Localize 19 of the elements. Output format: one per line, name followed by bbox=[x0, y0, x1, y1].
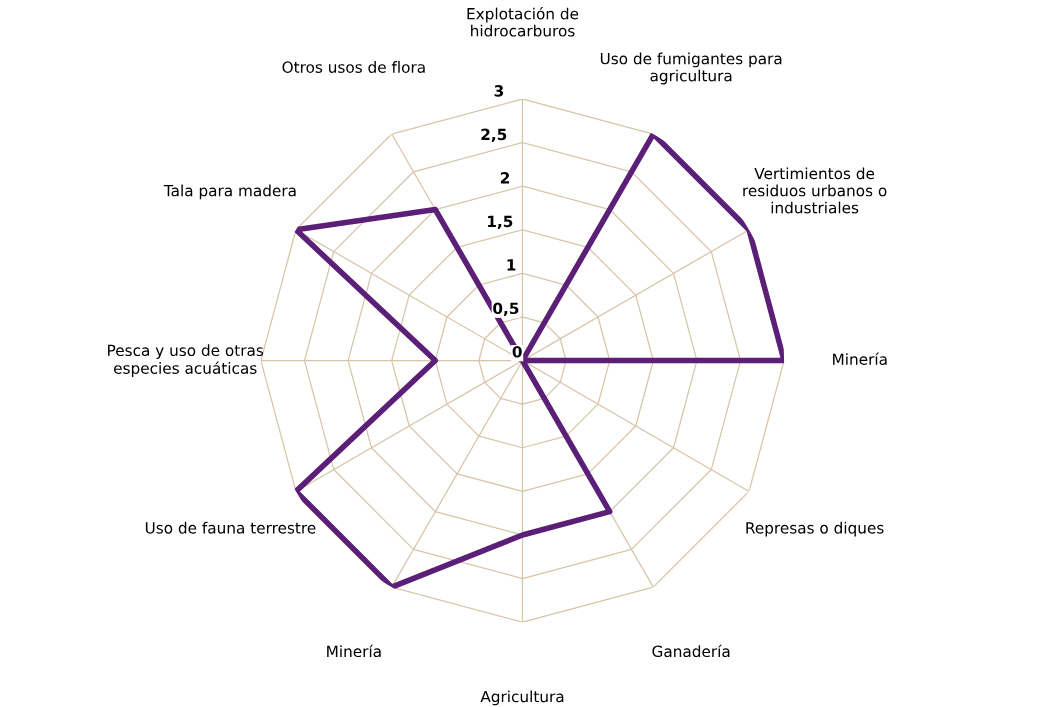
y-tick-label: 1 bbox=[507, 259, 516, 271]
spoke-label: Tala para madera bbox=[163, 184, 296, 200]
spoke-label: Pesca y uso de otras especies acuáticas bbox=[108, 344, 264, 377]
y-tick-label: 1,5 bbox=[488, 215, 513, 230]
spoke-label: Represas o diques bbox=[746, 521, 884, 537]
spoke-label: Agricultura bbox=[480, 690, 564, 706]
y-tick-label: 2 bbox=[500, 172, 510, 184]
spoke-label: Otros usos de flora bbox=[282, 61, 425, 73]
y-tick-label: 2,5 bbox=[481, 128, 507, 143]
y-tick-label: 3 bbox=[494, 85, 504, 97]
spoke-label: Uso de fauna terrestre bbox=[145, 521, 316, 534]
y-tick-label: 0 bbox=[512, 346, 522, 358]
spoke-label: Minería bbox=[833, 352, 887, 365]
spoke-label: Minería bbox=[327, 644, 381, 658]
y-tick-label: 0,5 bbox=[493, 302, 519, 317]
spoke-label: Ganadería bbox=[652, 644, 730, 658]
spoke-label: Uso de fumigantes para agricultura bbox=[600, 52, 782, 85]
spoke-label: Vertimientos de residuos urbanos o industriales bbox=[743, 167, 887, 214]
spoke-label: Explotación de hidrocarburos bbox=[467, 7, 579, 37]
